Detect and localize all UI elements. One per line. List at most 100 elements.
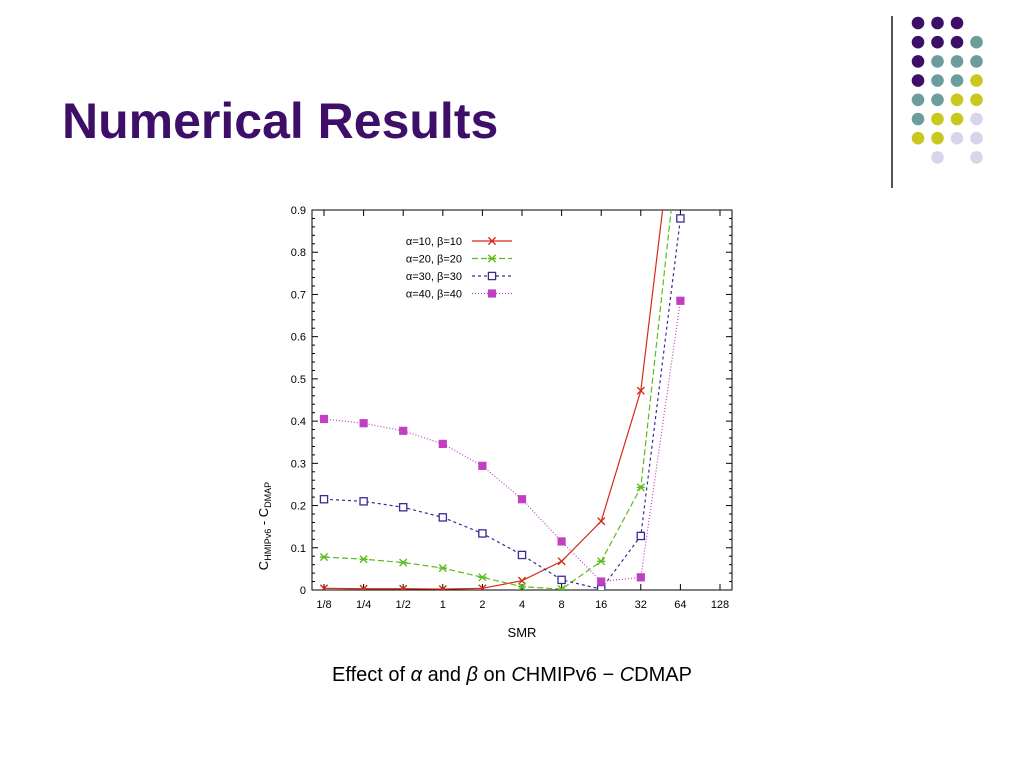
y-tick-label: 0.4 <box>291 416 306 428</box>
decorative-dot <box>970 93 983 107</box>
caption-part: on <box>477 664 512 686</box>
data-point <box>517 550 527 560</box>
data-point <box>438 585 447 590</box>
legend-label: α=30, β=30 <box>406 271 462 283</box>
decorative-dot <box>931 35 944 49</box>
caption-part: and <box>422 664 467 686</box>
legend-label: α=40, β=40 <box>406 289 462 301</box>
x-axis-label: SMR <box>508 625 537 640</box>
legend-item: α=40, β=40 <box>406 289 512 301</box>
decorative-dot <box>931 74 944 87</box>
series-3 <box>319 214 685 590</box>
data-point <box>557 585 566 590</box>
legend-marker <box>487 271 497 281</box>
data-point <box>359 419 368 428</box>
series-1 <box>319 210 664 590</box>
x-tick-label: 2 <box>479 599 485 611</box>
x-tick-label: 16 <box>595 599 607 611</box>
decorative-dot <box>931 131 944 145</box>
x-tick-label: 1 <box>440 599 446 611</box>
data-point <box>478 573 487 582</box>
decorative-dot <box>970 35 983 49</box>
x-tick-label: 8 <box>559 599 565 611</box>
x-tick-label: 32 <box>635 599 647 611</box>
decorative-dot <box>950 16 964 30</box>
decorative-dot <box>950 131 964 145</box>
chart-axes: 0 0.1 0.2 0.3 0.4 0.5 0.6 0.7 0.8 0.9 1/8 1/4 1/2 1 2 4… <box>291 205 733 611</box>
decorative-dot-grid <box>911 16 983 164</box>
decorative-dot <box>911 112 925 126</box>
line-chart: 0 0.1 0.2 0.3 0.4 0.5 0.6 0.7 0.8 0.9 1/8 1/4 1/2 1 2 4… <box>256 205 733 640</box>
data-point <box>676 214 685 223</box>
data-point <box>319 552 329 562</box>
decorative-dot <box>911 35 925 49</box>
series-2 <box>319 210 672 590</box>
series-line <box>323 210 672 590</box>
data-point <box>398 502 408 512</box>
plot-frame <box>311 209 733 591</box>
legend-marker <box>487 254 497 263</box>
legend-item: α=10, β=10 <box>406 236 512 248</box>
data-point <box>597 517 606 526</box>
data-point <box>557 537 566 546</box>
decorative-dot <box>950 112 964 126</box>
decorative-dot <box>911 55 925 68</box>
decorative-dot <box>911 93 925 107</box>
data-point <box>359 497 368 506</box>
data-point <box>676 296 685 305</box>
y-tick-label: 0.5 <box>291 374 306 386</box>
y-tick-label: 0.1 <box>291 543 306 555</box>
data-point <box>319 494 329 504</box>
decorative-dot <box>970 55 983 68</box>
data-point <box>438 439 447 449</box>
data-point <box>438 513 448 522</box>
legend-label: α=10, β=10 <box>406 236 462 248</box>
chart-series <box>319 210 685 590</box>
data-point <box>636 531 646 541</box>
legend-marker <box>487 289 497 298</box>
decorative-dot <box>911 16 925 30</box>
y-tick-label: 0.6 <box>291 332 306 344</box>
decorative-dot <box>970 112 983 126</box>
decorative-dot <box>931 151 944 164</box>
legend-label: α=20, β=20 <box>406 254 462 266</box>
data-point <box>636 573 645 582</box>
figure-caption: Effect of α and β on CHMIPv6 − CDMAP <box>0 664 1024 687</box>
decorative-dot <box>970 131 983 145</box>
data-point <box>596 584 606 590</box>
y-axis-label: CHMIPv6 - CDMAP <box>256 482 273 570</box>
x-tick-label: 1/4 <box>356 599 371 611</box>
decorative-dot <box>931 16 944 30</box>
divider-line <box>891 16 893 188</box>
series-line <box>323 210 664 590</box>
data-point <box>597 577 606 586</box>
data-point <box>319 584 329 590</box>
caption-part: Effect of <box>332 664 411 686</box>
y-tick-label: 0.8 <box>291 247 306 259</box>
y-tick-label: 0.3 <box>291 458 306 470</box>
series-4 <box>319 296 685 586</box>
slide-title: Numerical Results <box>62 93 499 149</box>
decorative-dot <box>970 74 983 87</box>
caption-part: HMIPv6 − <box>525 664 620 686</box>
x-tick-label: 1/8 <box>316 599 331 611</box>
decorative-dot <box>950 55 964 68</box>
y-tick-label: 0 <box>300 585 306 597</box>
caption-alpha: α <box>410 664 423 686</box>
data-point <box>597 557 606 566</box>
y-tick-label: 0.2 <box>291 501 306 513</box>
y-tick-label: 0.7 <box>291 289 306 301</box>
data-point <box>636 386 645 395</box>
y-tick-label: 0.9 <box>291 205 306 217</box>
caption-c1: C <box>511 664 526 686</box>
legend-marker <box>487 236 497 246</box>
decorative-dot <box>931 112 944 126</box>
caption-part: DMAP <box>634 664 692 686</box>
decorative-dot <box>950 74 964 87</box>
x-tick-label: 128 <box>711 599 729 611</box>
decorative-dot <box>950 93 964 107</box>
caption-c2: C <box>619 664 635 686</box>
legend-item: α=30, β=30 <box>406 271 512 283</box>
caption-beta: β <box>466 664 478 686</box>
decorative-dot <box>931 93 944 107</box>
